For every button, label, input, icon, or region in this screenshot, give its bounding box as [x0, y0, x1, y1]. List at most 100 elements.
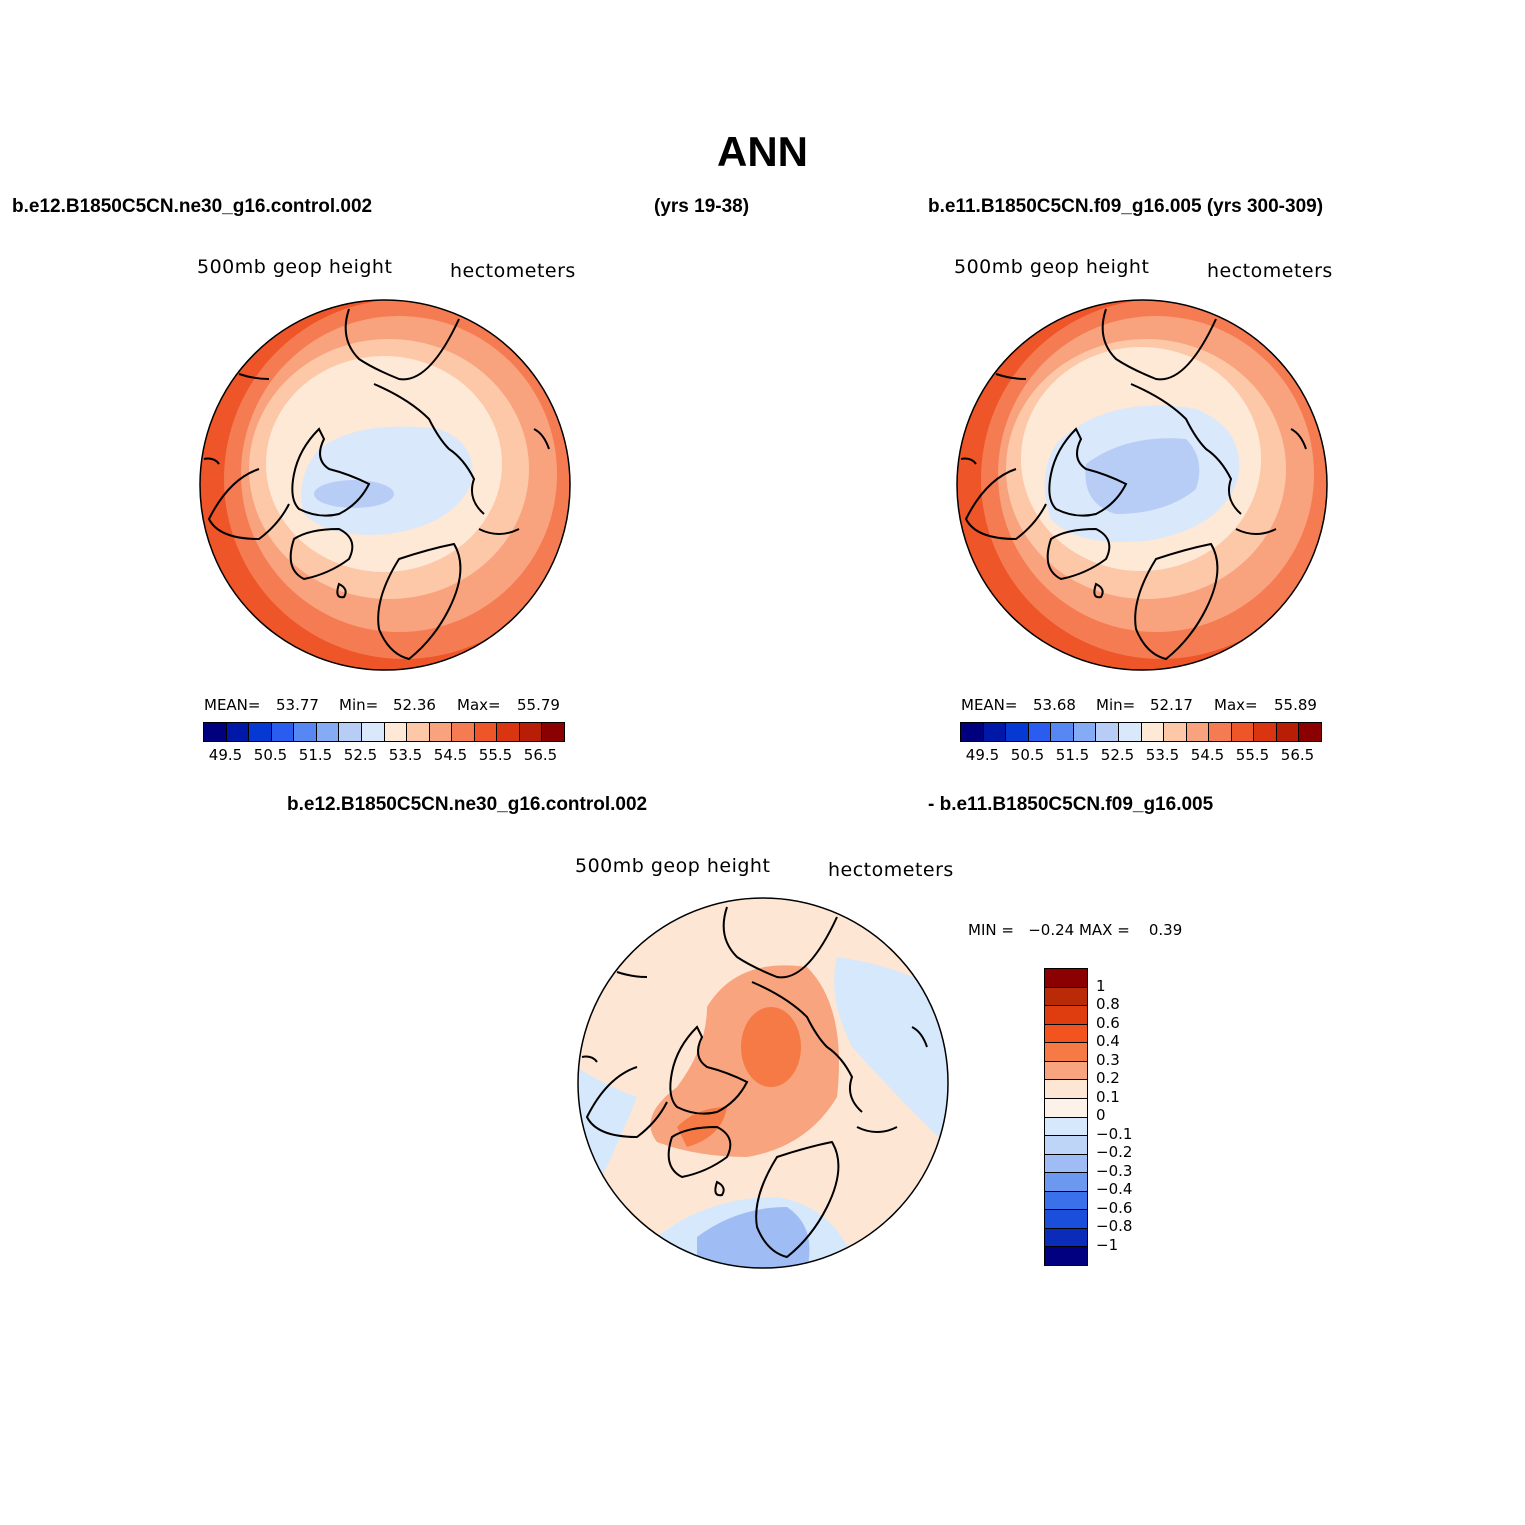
left-min-value: 52.36	[393, 696, 436, 714]
colorbar-swatch	[1045, 1154, 1087, 1174]
colorbar-tick-label: 51.5	[298, 746, 333, 764]
colorbar-swatch	[1045, 1098, 1087, 1118]
diff-polar-map	[577, 897, 949, 1269]
colorbar-tick-label: 49.5	[965, 746, 1000, 764]
colorbar-swatch	[407, 723, 430, 741]
right-colorbar	[960, 722, 1322, 742]
colorbar-tick-label: 53.5	[1145, 746, 1180, 764]
colorbar-swatch	[1045, 1080, 1087, 1099]
left-colorbar-ticks: 49.5 50.5 51.5 52.5 53.5 54.5 55.5 56.5	[203, 746, 563, 766]
coastlines	[203, 308, 550, 661]
colorbar-tick-label: 0.2	[1096, 1069, 1120, 1087]
contour-band	[301, 426, 473, 535]
colorbar-tick-label: −0.4	[1096, 1180, 1133, 1198]
colorbar-tick-label: 49.5	[208, 746, 243, 764]
colorbar-swatch	[1231, 723, 1255, 741]
colorbar-swatch	[429, 723, 453, 741]
colorbar-swatch	[497, 723, 520, 741]
colorbar-swatch	[1141, 723, 1165, 741]
coastlines	[581, 906, 928, 1259]
colorbar-swatch	[1045, 1117, 1087, 1137]
colorbar-swatch	[1096, 723, 1119, 741]
colorbar-swatch	[1164, 723, 1187, 741]
colorbar-tick-label: 0.3	[1096, 1050, 1120, 1069]
colorbar-tick-label: 52.5	[1100, 746, 1135, 764]
colorbar-swatch	[1118, 723, 1142, 741]
contour-band	[834, 957, 948, 1147]
colorbar-swatch	[1045, 1006, 1087, 1025]
coastlines	[960, 308, 1307, 661]
colorbar-tick-label: 54.5	[433, 746, 468, 764]
right-mean-value: 53.68	[1033, 696, 1076, 714]
contour-band	[697, 1207, 810, 1268]
colorbar-swatch	[1045, 1043, 1087, 1062]
colorbar-swatch	[1299, 723, 1321, 741]
colorbar-swatch	[1073, 723, 1097, 741]
colorbar-tick-label: 56.5	[523, 746, 558, 764]
colorbar-swatch	[1051, 723, 1074, 741]
right-case-label: b.e11.B1850C5CN.f09_g16.005 (yrs 300-309…	[928, 196, 1324, 217]
figure-title: ANN	[717, 128, 808, 175]
colorbar-swatch	[1254, 723, 1277, 741]
map-boundary	[577, 897, 949, 1269]
right-min-value: 52.17	[1150, 696, 1193, 714]
contour-band	[741, 1007, 801, 1087]
colorbar-swatch	[1186, 723, 1210, 741]
colorbar-swatch	[1045, 1024, 1087, 1044]
colorbar-swatch	[316, 723, 340, 741]
colorbar-swatch	[452, 723, 475, 741]
colorbar-swatch	[1045, 1061, 1087, 1081]
colorbar-tick-label: 1	[1096, 976, 1106, 995]
colorbar-tick-label: 0.6	[1096, 1013, 1120, 1032]
colorbar-swatch	[1045, 1173, 1087, 1192]
colorbar-tick-label: 50.5	[253, 746, 288, 764]
colorbar-swatch	[271, 723, 295, 741]
right-units-label: hectometers	[1207, 260, 1333, 282]
colorbar-swatch	[361, 723, 385, 741]
colorbar-swatch	[339, 723, 362, 741]
colorbar-swatch	[1045, 987, 1087, 1007]
colorbar-swatch	[249, 723, 272, 741]
left-units-label: hectometers	[450, 260, 576, 282]
map-boundary	[199, 299, 571, 671]
colorbar-tick-label: −1	[1096, 1235, 1119, 1254]
colorbar-swatch	[1045, 1191, 1087, 1211]
diff-colorbar	[1044, 968, 1088, 1266]
colorbar-tick-label: 50.5	[1010, 746, 1045, 764]
colorbar-swatch	[519, 723, 543, 741]
colorbar-swatch	[1276, 723, 1300, 741]
diff-colorbar-ticks: 1 0.8 0.6 0.4 0.3 0.2 0.1 0 −0.1 −0.2 −0.3 −0.4 −0.6…	[1096, 968, 1156, 1264]
left-min-label: Min=	[339, 696, 379, 714]
contour-band	[314, 480, 394, 508]
colorbar-swatch	[474, 723, 498, 741]
colorbar-tick-label: 0.4	[1096, 1032, 1120, 1050]
right-max-label: Max=	[1214, 696, 1258, 714]
colorbar-tick-label: 0.1	[1096, 1087, 1120, 1106]
colorbar-swatch	[542, 723, 564, 741]
right-max-value: 55.89	[1274, 696, 1317, 714]
colorbar-swatch	[961, 723, 984, 741]
right-min-label: Min=	[1096, 696, 1136, 714]
right-polar-map	[956, 299, 1328, 671]
colorbar-swatch	[204, 723, 227, 741]
left-mean-value: 53.77	[276, 696, 319, 714]
colorbar-swatch	[1045, 1210, 1087, 1229]
colorbar-tick-label: 54.5	[1190, 746, 1225, 764]
colorbar-swatch	[1045, 1136, 1087, 1155]
diff-case-a-label: b.e12.B1850C5CN.ne30_g16.control.002	[287, 794, 648, 815]
colorbar-swatch	[1045, 1228, 1087, 1248]
colorbar-tick-label: 55.5	[1235, 746, 1270, 764]
left-variable-label: 500mb geop height	[197, 256, 393, 278]
map-boundary	[956, 299, 1328, 671]
diff-variable-label: 500mb geop height	[575, 855, 771, 877]
colorbar-tick-label: −0.2	[1096, 1143, 1133, 1161]
left-years-label: (yrs 19-38)	[654, 196, 750, 217]
colorbar-swatch	[1209, 723, 1232, 741]
diff-units-label: hectometers	[828, 859, 954, 881]
colorbar-tick-label: −0.6	[1096, 1198, 1133, 1217]
colorbar-swatch	[1028, 723, 1052, 741]
left-case-label: b.e12.B1850C5CN.ne30_g16.control.002	[12, 196, 373, 217]
colorbar-swatch	[384, 723, 408, 741]
colorbar-tick-label: 55.5	[478, 746, 513, 764]
right-mean-label: MEAN=	[961, 696, 1018, 714]
